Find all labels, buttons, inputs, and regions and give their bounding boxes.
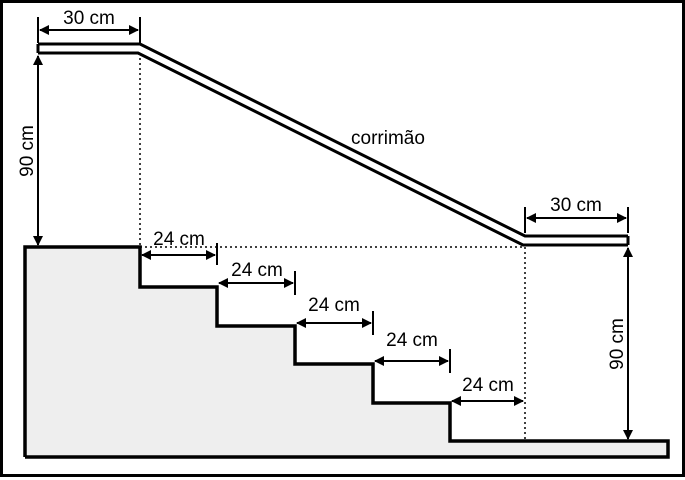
label-handrail: corrimão <box>351 128 425 149</box>
label-tread-1: 24 cm <box>153 229 205 250</box>
dim-treads <box>141 243 524 406</box>
handrail <box>36 42 630 247</box>
label-top-left-width: 30 cm <box>63 8 115 29</box>
stair-profile <box>23 245 670 459</box>
label-top-right-width: 30 cm <box>550 195 602 216</box>
stair-diagram: 30 cm 90 cm corrimão 30 cm 90 cm 24 cm 2… <box>17 8 670 459</box>
label-tread-5: 24 cm <box>462 375 514 396</box>
upper-landing <box>25 247 668 457</box>
label-tread-3: 24 cm <box>308 295 360 316</box>
label-left-height: 90 cm <box>17 125 38 177</box>
label-right-height: 90 cm <box>607 318 628 370</box>
dotted-guides <box>139 53 526 441</box>
dim-top-right <box>524 207 629 233</box>
label-tread-4: 24 cm <box>386 330 438 351</box>
dim-top-left <box>37 17 141 43</box>
label-tread-2: 24 cm <box>231 260 283 281</box>
